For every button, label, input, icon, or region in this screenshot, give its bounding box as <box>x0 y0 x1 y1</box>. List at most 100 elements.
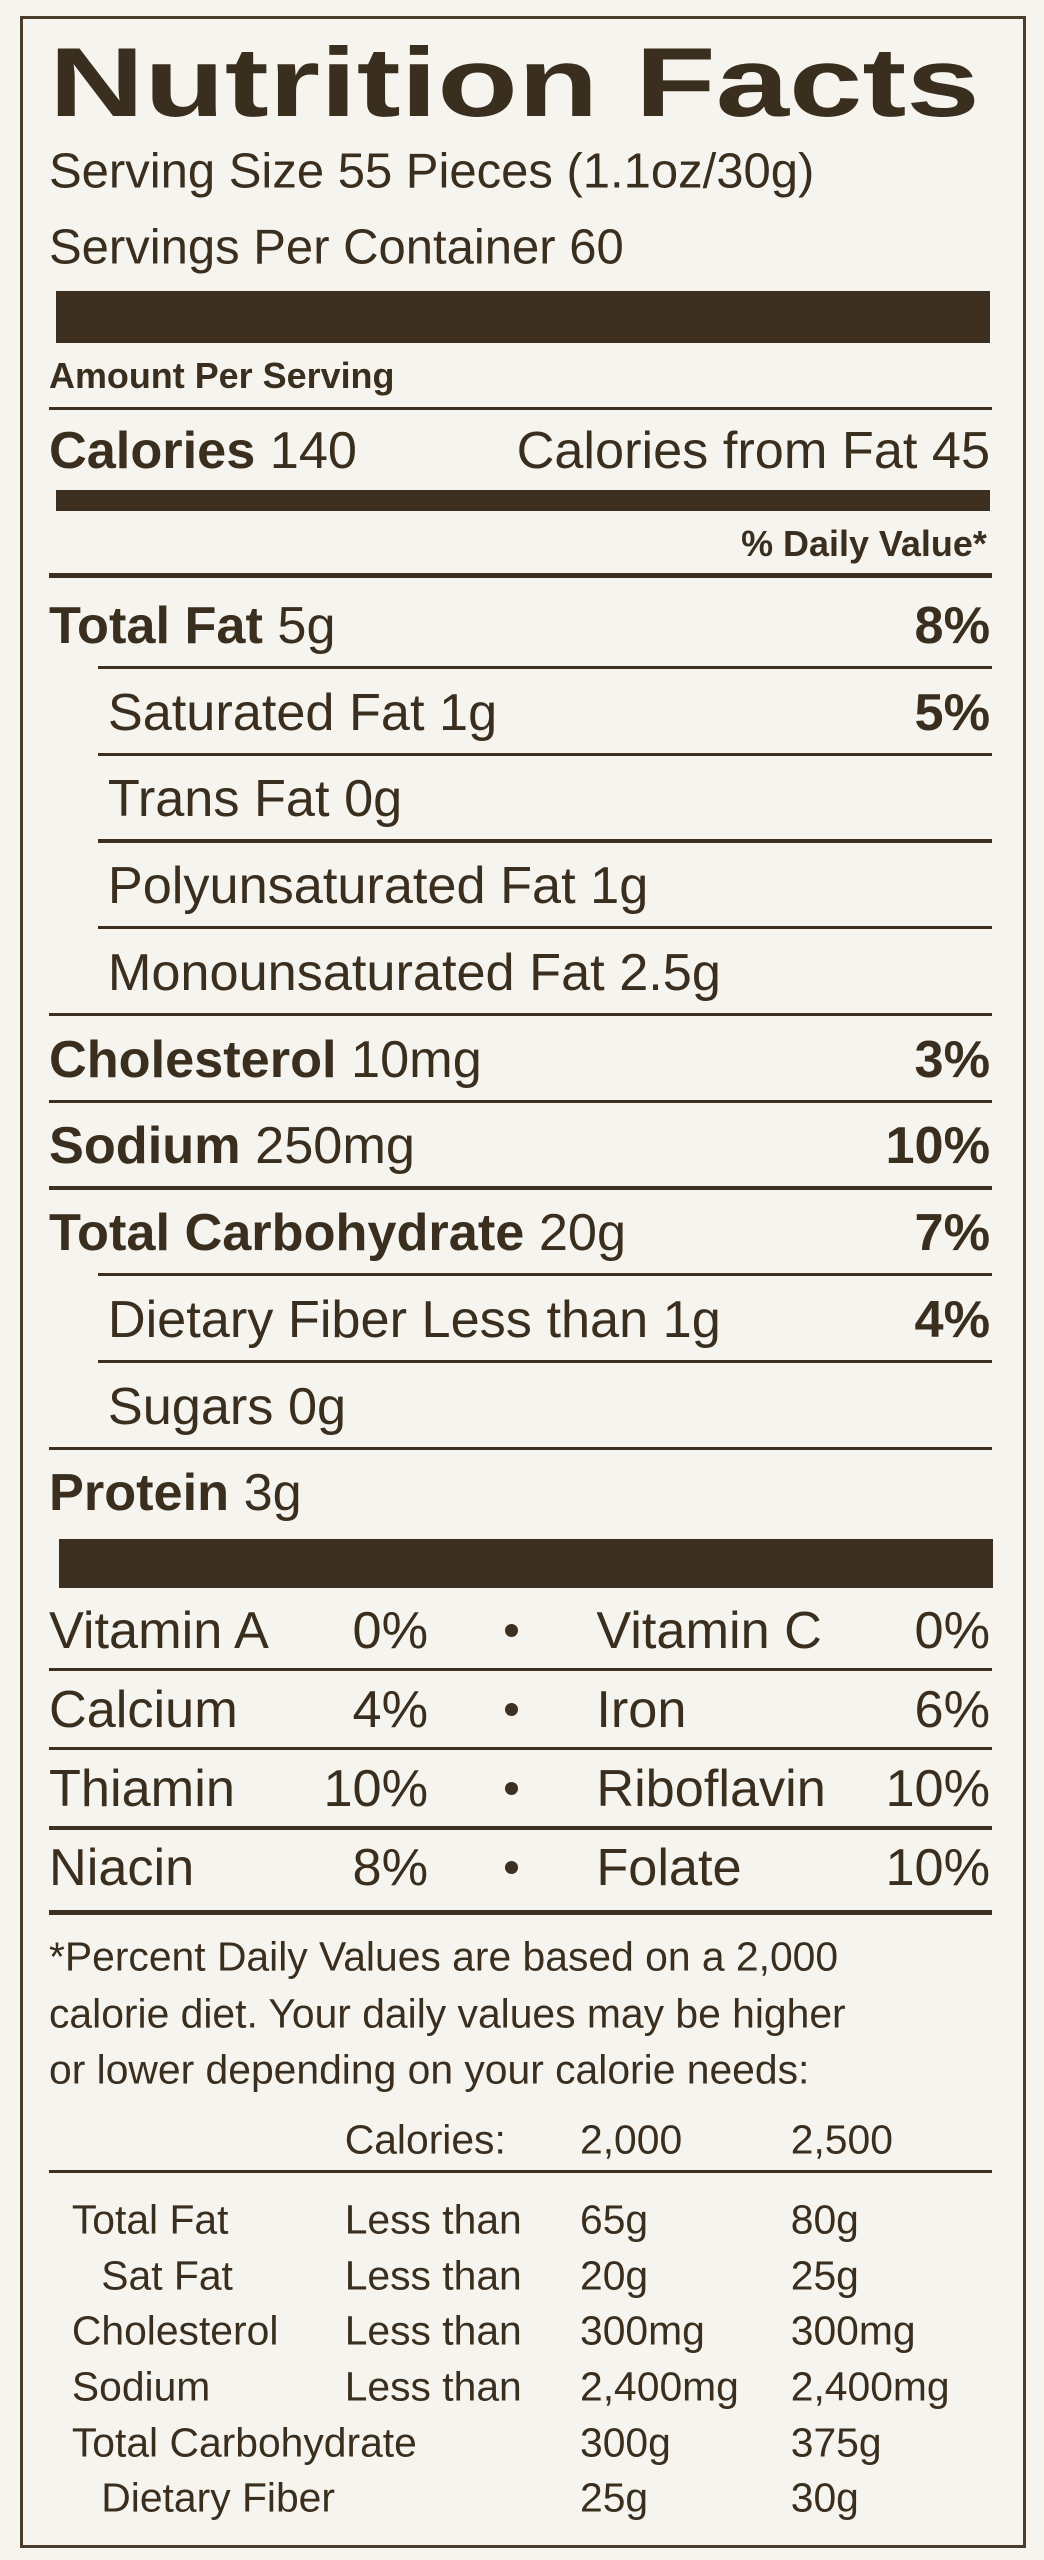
rule <box>49 1012 992 1017</box>
nutrient: Cholesterol 10mg <box>49 1033 482 1085</box>
rule <box>49 1747 992 1751</box>
vitamin-value: 10% <box>885 1838 991 1897</box>
sub-nutrient: Trans Fat 0g <box>108 773 402 825</box>
vitamin-value: 10% <box>323 1759 429 1818</box>
rule <box>98 752 992 756</box>
dv-table-amount: 20g <box>580 2252 649 2299</box>
rule <box>58 1539 994 1589</box>
title: Nutrition Facts <box>49 26 980 137</box>
rule <box>55 290 991 344</box>
nutrient: Protein 3g <box>49 1467 302 1519</box>
dv-table-nutrient: Cholesterol <box>71 2308 279 2354</box>
vitamin-name: Iron <box>596 1680 687 1739</box>
dv-table-nutrient: Total Carbohydrate <box>71 2419 417 2466</box>
amount: 1g <box>590 856 649 915</box>
rule <box>49 1099 992 1103</box>
dv-table-amount: 25g <box>580 2474 649 2521</box>
label: Monounsaturated Fat <box>107 943 605 1002</box>
daily-value: 8% <box>914 596 991 655</box>
label-border <box>20 16 1026 2548</box>
dv-table-amount: 300g <box>580 2419 671 2466</box>
label: Calories <box>49 421 256 480</box>
vitamin-name: Thiamin <box>49 1759 235 1818</box>
footnote: or lower depending on your calorie needs… <box>49 2046 810 2093</box>
daily-value: 10% <box>885 1117 991 1176</box>
label: Polyunsaturated Fat <box>107 856 576 915</box>
dv-table-limit: Less than <box>344 2363 522 2410</box>
calories-from-fat: Calories from Fat 45 <box>516 421 991 480</box>
vitamin-name: Folate <box>596 1838 742 1897</box>
dv-table-limit: Less than <box>344 2196 522 2243</box>
dv-table-nutrient: Dietary Fiber <box>101 2474 335 2521</box>
bullet <box>504 1624 518 1638</box>
rule <box>55 490 991 512</box>
label: Sodium <box>49 1117 241 1176</box>
amount: 0g <box>344 770 403 829</box>
sub-nutrient: Monounsaturated Fat 2.5g <box>107 943 721 1002</box>
dv-table-amount: 300mg <box>790 2308 916 2354</box>
daily-value: 4% <box>914 1290 991 1349</box>
dv-table-amount: 80g <box>790 2196 859 2243</box>
dv-table-amount: 2,400mg <box>580 2363 739 2410</box>
rule <box>49 406 992 411</box>
rule <box>98 665 992 670</box>
amount: 250mg <box>255 1117 415 1176</box>
label: Total Carbohydrate <box>49 1203 525 1262</box>
dv-table-amount: 2,400mg <box>790 2363 950 2410</box>
vitamin-value: 8% <box>352 1838 429 1897</box>
dv-table-header: 2,500 <box>790 2116 893 2163</box>
dv-table-amount: 30g <box>790 2474 859 2521</box>
dv-table-amount: 375g <box>790 2419 882 2466</box>
rule <box>49 573 992 579</box>
label: Trans Fat <box>107 770 330 829</box>
amount: 20g <box>538 1203 627 1262</box>
serving-size: Serving Size 55 Pieces (1.1oz/30g) <box>49 144 815 199</box>
label: Cholesterol <box>49 1030 337 1089</box>
rule <box>49 1826 992 1830</box>
vitamin-value: 10% <box>885 1759 991 1818</box>
label: Total Fat <box>49 596 263 655</box>
vitamin-value: 6% <box>914 1680 991 1739</box>
nutrient: Total Fat 5g <box>49 596 336 655</box>
rule <box>49 1186 992 1190</box>
vitamin-name: Niacin <box>49 1838 195 1897</box>
amount: 140 <box>269 421 357 480</box>
amount-per-serving: Amount Per Serving <box>49 354 395 396</box>
daily-value-header: % Daily Value* <box>741 523 987 565</box>
bullet <box>504 1703 518 1717</box>
dv-table-amount: 25g <box>790 2252 859 2299</box>
dv-table-limit: Less than <box>344 2308 522 2354</box>
vitamin-value: 0% <box>352 1601 429 1660</box>
sub-nutrient: Sugars 0g <box>108 1380 346 1432</box>
amount: 2.5g <box>619 943 721 1002</box>
rule <box>49 1668 992 1672</box>
footnote: *Percent Daily Values are based on a 2,0… <box>49 1933 839 1980</box>
vitamin-name: Vitamin A <box>49 1601 269 1660</box>
dv-table-nutrient: Sat Fat <box>101 2252 233 2299</box>
vitamin-name: Riboflavin <box>596 1759 826 1818</box>
daily-value: 5% <box>914 683 991 742</box>
amount: 3g <box>243 1464 302 1523</box>
dv-table-nutrient: Total Fat <box>71 2196 229 2243</box>
rule <box>49 1446 992 1450</box>
nutrient: Sodium 250mg <box>49 1120 415 1172</box>
rule <box>49 1910 992 1916</box>
footnote: calorie diet. Your daily values may be h… <box>49 1990 846 2037</box>
amount: 10mg <box>351 1030 482 1089</box>
label: Protein <box>49 1464 230 1523</box>
rule <box>49 2169 992 2173</box>
rule <box>98 1273 992 1277</box>
daily-value: 3% <box>914 1030 991 1089</box>
bullet <box>504 1861 518 1875</box>
sub-nutrient: Dietary Fiber Less than 1g <box>108 1290 721 1349</box>
label: Sugars <box>107 1377 274 1436</box>
vitamin-name: Vitamin C <box>596 1601 822 1660</box>
amount: Less than 1g <box>421 1290 721 1349</box>
rule <box>98 1359 992 1364</box>
amount: 5g <box>277 596 336 655</box>
nutrient: Total Carbohydrate 20g <box>49 1207 626 1259</box>
vitamin-value: 0% <box>914 1601 991 1660</box>
sub-nutrient: Polyunsaturated Fat 1g <box>108 860 648 912</box>
rule <box>98 839 992 843</box>
